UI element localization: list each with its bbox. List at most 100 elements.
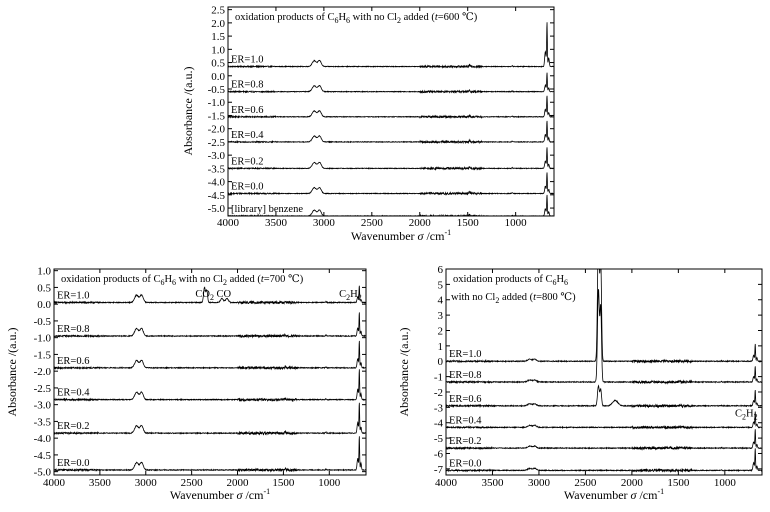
series-label: ER=0.6 <box>57 356 89 367</box>
y-tick-label: -4.0 <box>34 433 52 445</box>
y-tick-label: -5.0 <box>208 203 226 215</box>
panel-title: oxidation products of C6H6 with no Cl2 a… <box>61 274 304 287</box>
peak-annotation: C2H2 <box>735 409 758 422</box>
series-line <box>446 448 762 473</box>
x-tick-label: 2500 <box>361 217 384 229</box>
series-label: ER=1.0 <box>231 55 263 66</box>
x-tick-label: 2000 <box>227 477 250 489</box>
series-label: ER=0.6 <box>449 394 481 405</box>
y-tick-label: 1.5 <box>211 31 225 43</box>
y-tick-label: 0.5 <box>37 282 51 294</box>
y-axis-label: Absorbance /(a.u.) <box>5 328 19 417</box>
series-label: ER=0.2 <box>231 156 263 167</box>
plot-frame <box>53 268 367 476</box>
y-tick-label: 0.0 <box>37 299 51 311</box>
series-line <box>446 429 762 451</box>
series-line <box>446 384 762 409</box>
y-tick-label: -2.5 <box>34 383 52 395</box>
y-tick-label: 5 <box>438 279 444 291</box>
series-label: ER=0.2 <box>449 436 481 447</box>
y-tick-label: -3.0 <box>208 150 226 162</box>
series-line <box>228 120 554 145</box>
y-tick-label: -3 <box>434 402 444 414</box>
peak-annotation: C2H2 <box>339 289 362 302</box>
y-tick-label: 0 <box>438 356 444 368</box>
panel-1: 4000 3500 3000 2500 2000 1500 1000 2.52.01.51.0… <box>181 5 555 243</box>
series-label: ER=0.0 <box>231 182 263 193</box>
y-axis-label: Absorbance /(a.u.) <box>181 67 195 156</box>
x-tick-label: 4000 <box>435 477 458 489</box>
y-tick-label: 2.5 <box>211 5 225 17</box>
y-tick-label: -3.5 <box>208 163 226 175</box>
y-tick-label: 1.0 <box>211 44 225 56</box>
y-tick-label: 0.0 <box>211 71 225 83</box>
series-line <box>54 340 366 371</box>
series-label: ER=0.2 <box>57 421 89 432</box>
series-line <box>228 194 554 216</box>
y-tick-label: -1.0 <box>208 97 226 109</box>
y-tick-label: 0.5 <box>211 58 225 70</box>
y-tick-label: -1.0 <box>34 333 52 345</box>
x-axis-label: Wavenumber σ /cm-1 <box>351 228 451 243</box>
panel-title-line2: with no Cl2 added (t=800 ℃) <box>451 292 576 305</box>
series-line <box>228 172 554 196</box>
series-label: ER=0.4 <box>449 415 482 426</box>
series-line <box>228 147 554 171</box>
y-tick-label: -1.5 <box>208 110 226 122</box>
panel-title: oxidation products of C6H6 <box>453 274 568 287</box>
x-tick-label: 2000 <box>409 217 432 229</box>
y-axis-label: Absorbance /(a.u.) <box>397 328 411 417</box>
y-tick-label: -2.5 <box>208 137 226 149</box>
series-label: ER=0.0 <box>57 458 89 469</box>
y-tick-label: 1 <box>438 341 444 353</box>
x-tick-label: 3000 <box>135 477 158 489</box>
y-tick-label: 1.0 <box>37 266 51 278</box>
series-label: ER=0.8 <box>57 324 89 335</box>
series-label: [library] benzene <box>231 204 303 215</box>
x-tick-label: 3500 <box>265 217 288 229</box>
series-line <box>54 402 366 436</box>
plot-frame <box>445 268 763 476</box>
y-tick-label: -2.0 <box>34 366 52 378</box>
y-tick-label: -2 <box>434 387 443 399</box>
series-label: ER=1.0 <box>57 290 89 301</box>
x-tick-label: 1000 <box>318 477 341 489</box>
y-tick-label: -0.5 <box>34 316 52 328</box>
x-tick-label: 4000 <box>217 217 240 229</box>
series-label: ER=0.8 <box>231 80 263 91</box>
y-tick-label: -2.0 <box>208 124 226 136</box>
y-tick-label: -7 <box>434 464 444 476</box>
y-tick-label: -4.5 <box>208 190 226 202</box>
y-tick-label: -5.0 <box>34 467 52 479</box>
series-line <box>54 369 366 403</box>
x-tick-label: 1500 <box>667 477 690 489</box>
y-tick-label: -4 <box>434 418 444 430</box>
series-line <box>54 285 366 305</box>
x-axis-label: Wavenumber σ /cm-1 <box>170 487 270 502</box>
y-tick-label: -6 <box>434 448 444 460</box>
y-tick-label: -1.5 <box>34 349 52 361</box>
x-tick-label: 1500 <box>457 217 480 229</box>
series-label: ER=0.4 <box>231 130 264 141</box>
panel-3: 4000 3500 3000 2500 2000 1500 1000 6 5 4 3 2 1 0 -1 -2 -… <box>397 264 763 502</box>
y-tick-label: 3 <box>438 310 444 322</box>
y-tick-label: -0.5 <box>208 84 226 96</box>
x-tick-label: 3500 <box>481 477 504 489</box>
plot-frame <box>227 6 555 217</box>
x-tick-label: 4000 <box>43 477 66 489</box>
series-label: ER=1.0 <box>449 349 481 360</box>
series-label: ER=0.4 <box>57 388 90 399</box>
series-line <box>54 436 366 473</box>
series-line <box>228 95 554 120</box>
y-tick-label: 6 <box>438 264 444 276</box>
x-tick-label: 2500 <box>574 477 597 489</box>
y-tick-label: -3.0 <box>34 400 52 412</box>
x-tick-label: 1500 <box>272 477 295 489</box>
panel-2: 4000 3500 3000 2500 2000 1500 1000 1.0 0.5 0.0 -0.… <box>5 266 367 502</box>
series-line <box>228 72 554 94</box>
x-tick-label: 3000 <box>313 217 336 229</box>
peak-annotation: CO2 <box>195 289 214 302</box>
y-tick-label: 4 <box>438 295 444 307</box>
series-line <box>54 312 366 339</box>
